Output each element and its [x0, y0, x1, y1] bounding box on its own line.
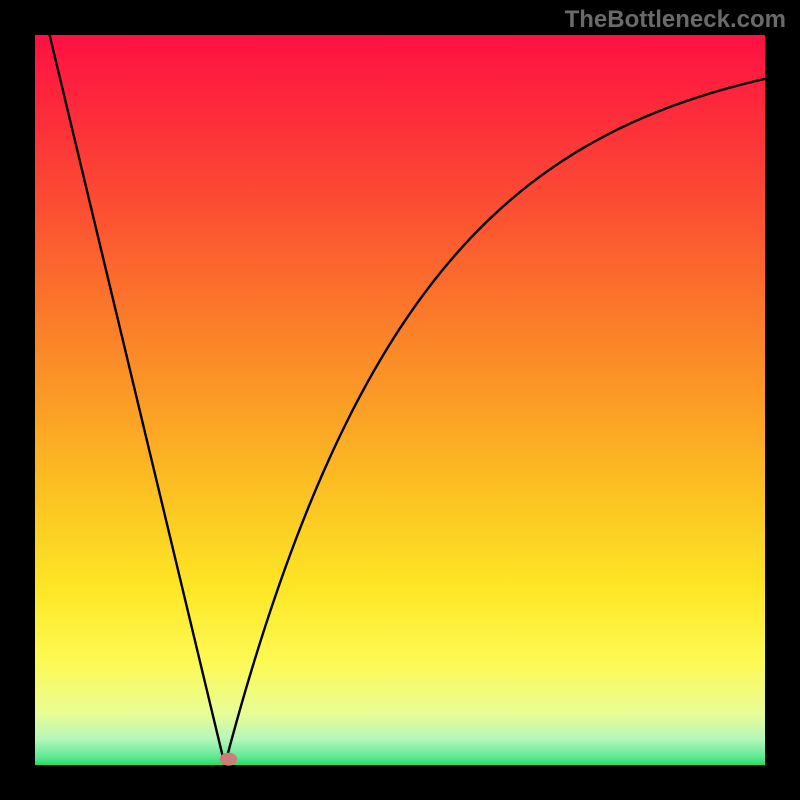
watermark-label: TheBottleneck.com — [565, 6, 786, 34]
vertex-marker — [220, 753, 238, 766]
bottleneck-chart — [0, 0, 800, 800]
plot-background — [35, 35, 765, 765]
